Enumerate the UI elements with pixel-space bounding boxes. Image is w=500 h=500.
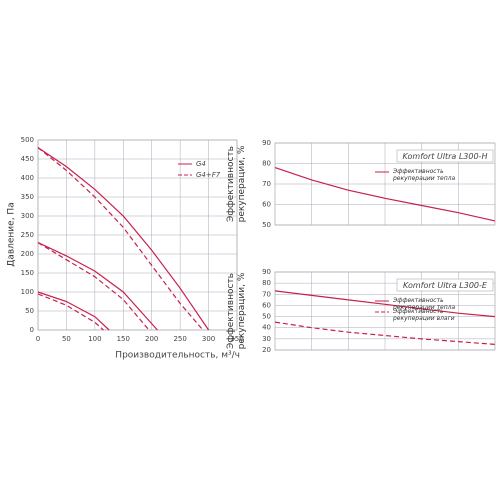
series-line [37, 293, 104, 331]
y-tick-label: 250 [21, 231, 34, 239]
y-tick-label: 150 [21, 269, 34, 277]
y-tick-label: 50 [262, 221, 271, 229]
y-axis-label: Эффективность рекуперации, % [226, 145, 247, 223]
y-axis-label: Эффективность рекуперации, % [226, 272, 247, 350]
series-line [37, 242, 150, 331]
x-tick-label: 350 [230, 335, 243, 343]
x-tick-label: 200 [145, 335, 158, 343]
y-tick-label: 500 [21, 136, 34, 144]
series-line [274, 321, 496, 345]
legend-label: Эффективность рекуперации влаги [393, 308, 455, 322]
y-tick-label: 0 [30, 326, 34, 334]
x-axis-label: Производительность, м³/ч [115, 351, 240, 361]
title-box [396, 278, 494, 292]
chart-title: Komfort Ultra L300-E [403, 281, 488, 290]
legend-label: Эффективность рекуперации тепла [393, 297, 456, 311]
legend-label: G4+F7 [196, 171, 221, 179]
y-tick-label: 350 [21, 193, 34, 201]
y-tick-label: 70 [262, 290, 271, 298]
y-tick-label: 100 [21, 288, 34, 296]
series-line [274, 290, 496, 318]
y-tick-label: 30 [262, 335, 271, 343]
y-tick-label: 90 [262, 268, 271, 276]
x-tick-label: 50 [62, 335, 71, 343]
y-tick-label: 50 [262, 313, 271, 321]
series-line [37, 242, 158, 331]
x-tick-label: 150 [117, 335, 130, 343]
series-line [37, 291, 110, 331]
y-tick-label: 80 [262, 279, 271, 287]
x-tick-label: 250 [173, 335, 186, 343]
y-tick-label: 90 [262, 139, 271, 147]
y-tick-label: 450 [21, 155, 34, 163]
legend-label: Эффективность рекуперации тепла [393, 168, 456, 182]
x-tick-label: 100 [88, 335, 101, 343]
y-tick-label: 400 [21, 174, 34, 182]
y-tick-label: 300 [21, 212, 34, 220]
x-tick-label: 0 [36, 335, 40, 343]
y-tick-label: 60 [262, 201, 271, 209]
series-line [37, 147, 210, 331]
series-line [37, 147, 204, 331]
title-box [396, 149, 494, 163]
y-tick-label: 80 [262, 160, 271, 168]
y-axis-label: Давление, Па [6, 202, 17, 267]
y-tick-label: 60 [262, 301, 271, 309]
chart-title: Komfort Ultra L300-H [403, 152, 488, 161]
y-tick-label: 50 [25, 307, 34, 315]
y-tick-label: 200 [21, 250, 34, 258]
x-tick-label: 300 [202, 335, 215, 343]
y-tick-label: 20 [262, 346, 271, 354]
y-tick-label: 70 [262, 180, 271, 188]
series-line [274, 167, 496, 222]
y-tick-label: 40 [262, 324, 271, 332]
legend-label: G4 [196, 160, 206, 168]
